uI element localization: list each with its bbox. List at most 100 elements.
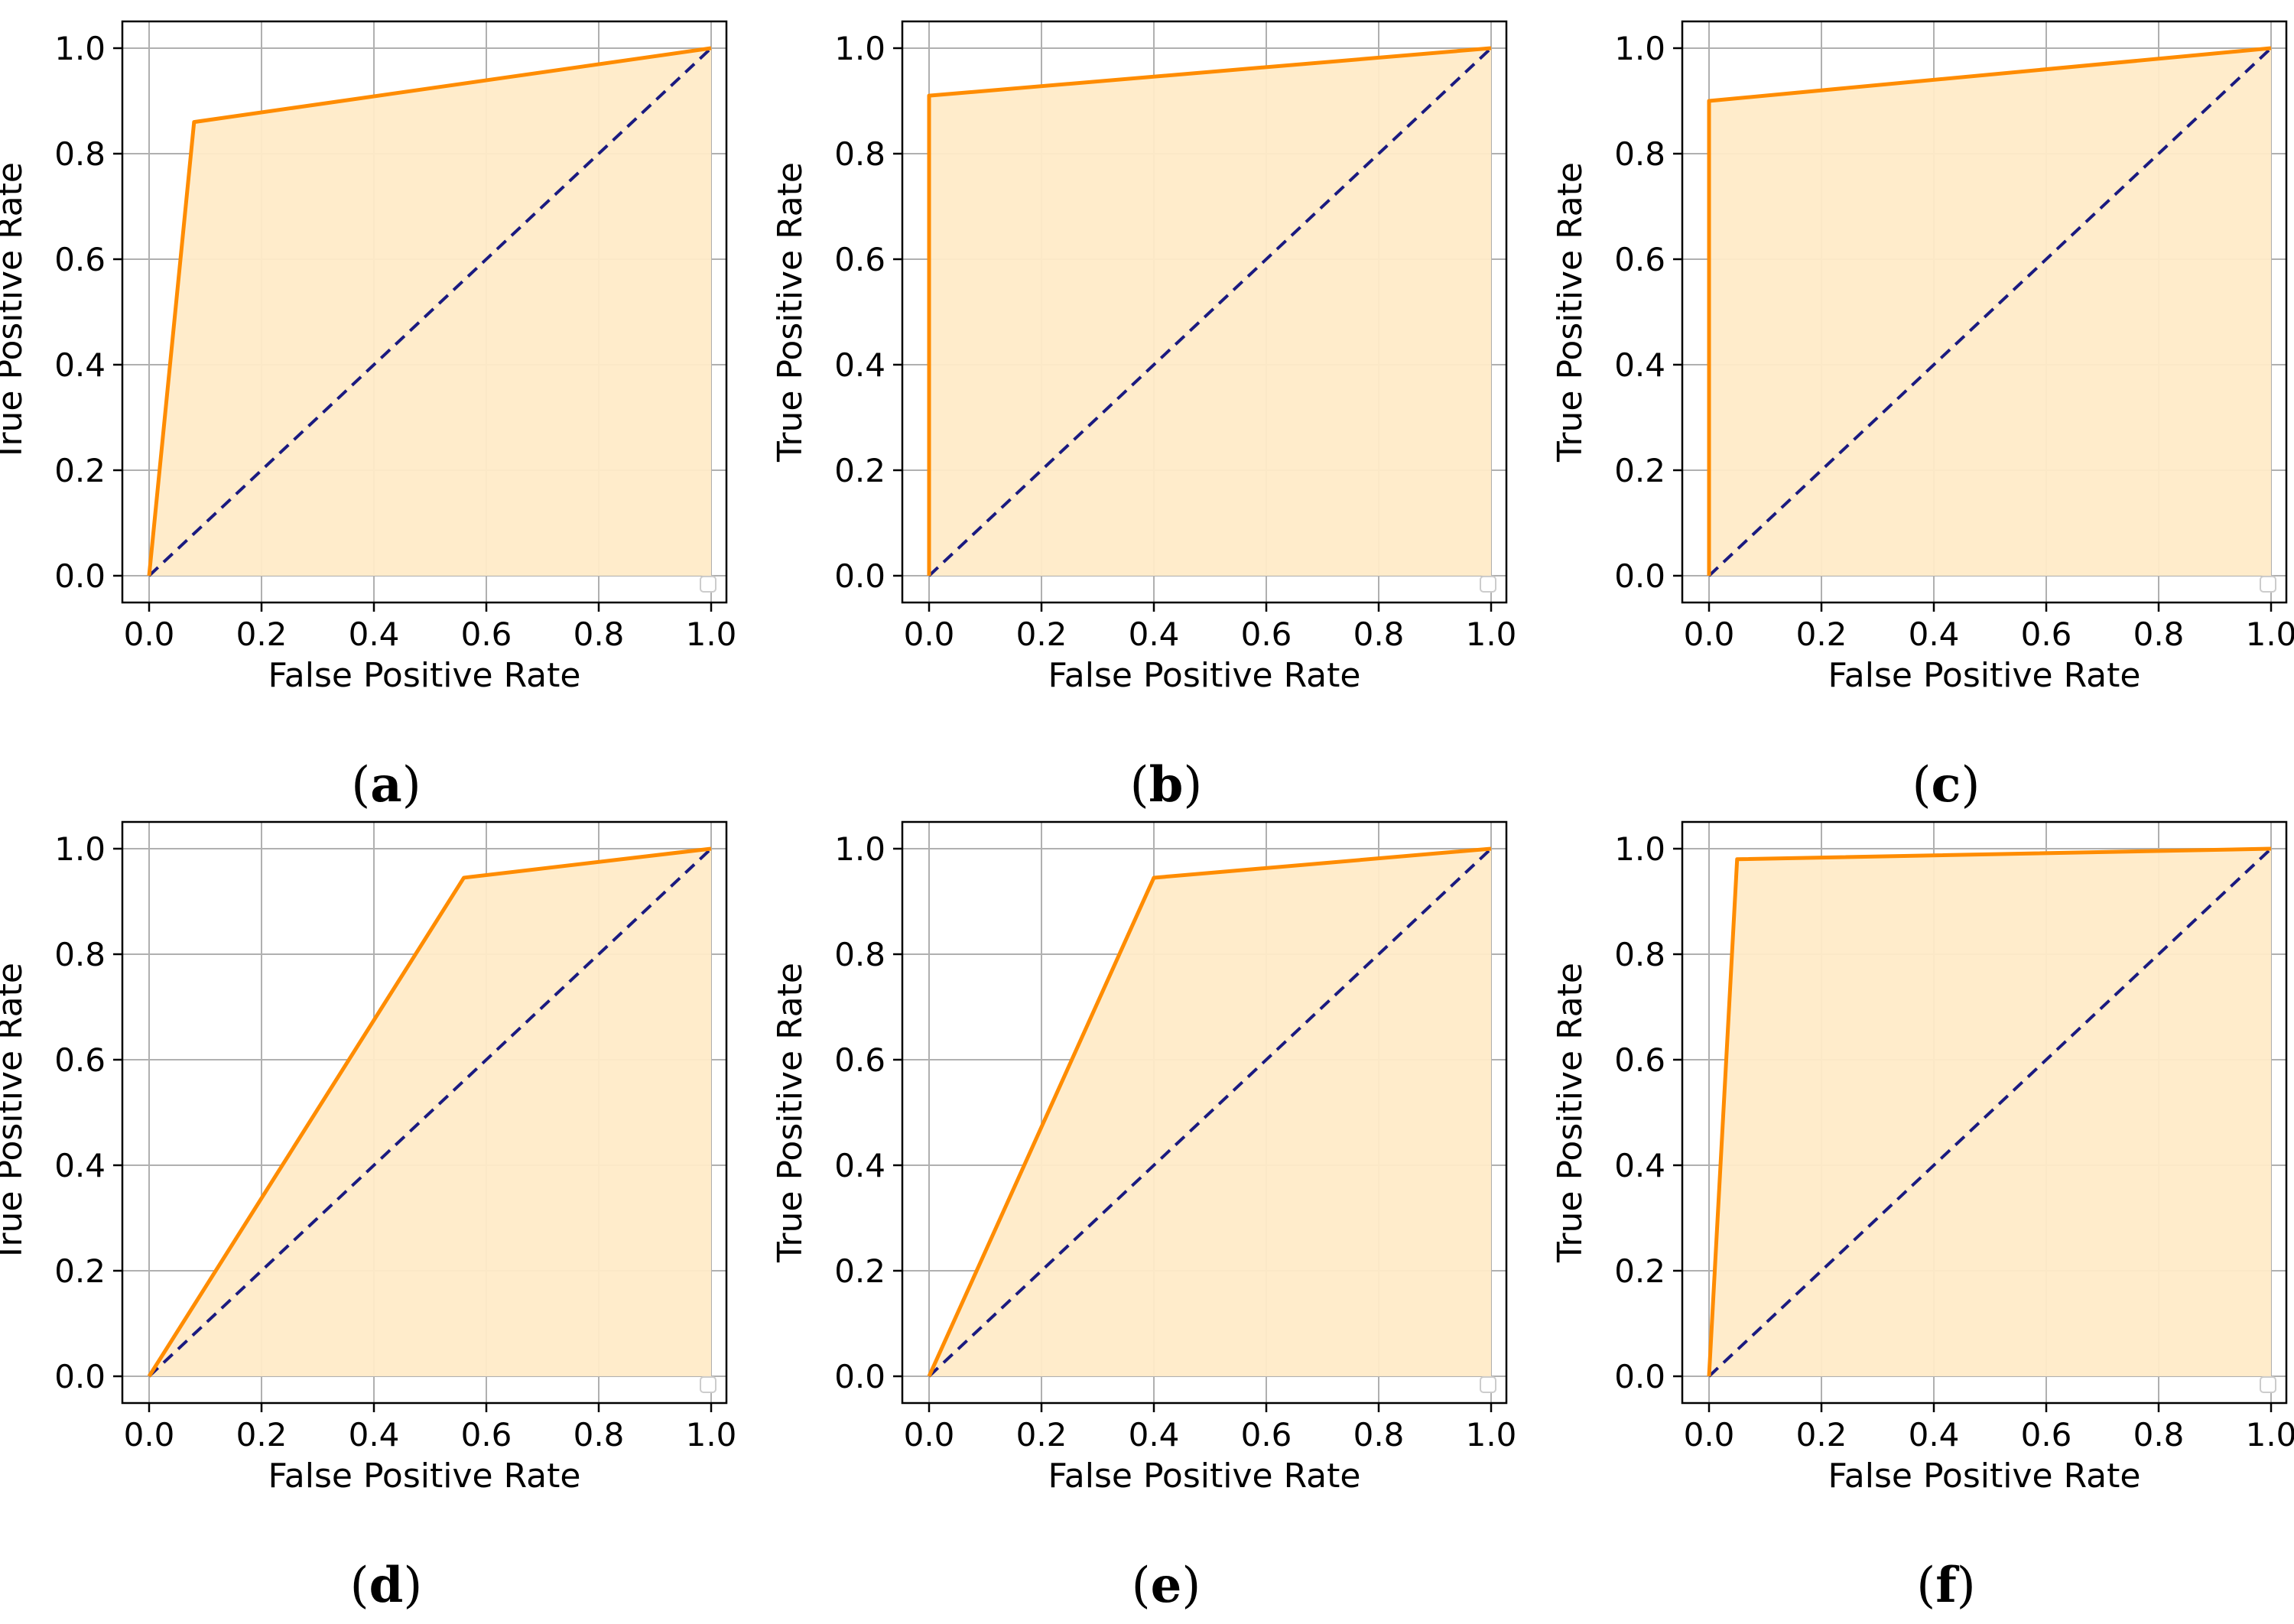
- x-tick-label: 0.6: [2021, 1416, 2072, 1453]
- caption-open-paren: (: [351, 757, 370, 814]
- x-tick-label: 0.2: [1796, 615, 1847, 653]
- roc-curve-line: [1707, 46, 2272, 576]
- x-tick-label: 1.0: [2246, 615, 2294, 653]
- panel-f: 0.0 0.2 0.4 0.6 0.8 1.0 0.0 0.2 0.4 0.6 0.8 1.0 Fals…: [1551, 820, 2294, 1614]
- x-tick-label: 0.0: [124, 615, 175, 653]
- y-tick-label: 0.8: [834, 135, 885, 173]
- y-tick-label: 0.6: [834, 241, 885, 278]
- x-tick-label: 0.2: [236, 615, 288, 653]
- y-tick-label: 1.0: [834, 30, 885, 67]
- chance-diagonal-line: [928, 847, 1493, 1378]
- caption-close-paren: ): [403, 1557, 422, 1614]
- y-axis-label: True Positive Rate: [1551, 162, 1590, 463]
- panel-b: 0.0 0.2 0.4 0.6 0.8 1.0 0.0 0.2 0.4 0.6 0.8 1.0 Fals…: [771, 20, 1517, 814]
- y-tick-label: 0.0: [54, 1358, 106, 1395]
- empty-legend-box: [1480, 1376, 1496, 1393]
- panel-caption: (e): [1132, 1557, 1201, 1614]
- x-tick-label: 0.8: [2133, 615, 2185, 653]
- roc-curve-line: [927, 46, 1492, 576]
- y-tick-label: 0.6: [834, 1041, 885, 1079]
- y-tick-label: 1.0: [1614, 30, 1665, 67]
- axes-frame: [1681, 820, 2288, 1405]
- x-tick-label: 0.6: [461, 1416, 512, 1453]
- y-axis-label: True Positive Rate: [771, 963, 810, 1263]
- x-tick-label: 0.6: [1241, 1416, 1292, 1453]
- panel-a: 0.0 0.2 0.4 0.6 0.8 1.0 0.0 0.2 0.4 0.6 0.8 1.0 Fals…: [0, 20, 737, 814]
- y-tick-label: 0.2: [54, 452, 106, 489]
- roc-curve-line: [1707, 846, 2272, 1377]
- caption-letter: c: [1932, 756, 1961, 814]
- chance-diagonal-line: [1708, 847, 2273, 1378]
- y-tick-label: 0.6: [54, 241, 106, 278]
- panel-caption: (d): [350, 1557, 423, 1614]
- x-tick-label: 0.0: [1684, 1416, 1735, 1453]
- x-tick-label: 0.4: [349, 615, 400, 653]
- caption-letter: a: [370, 756, 401, 814]
- y-tick-label: 0.2: [834, 1252, 885, 1290]
- x-tick-label: 1.0: [686, 615, 737, 653]
- axes-frame: [121, 820, 728, 1405]
- chance-diagonal-line: [148, 847, 713, 1378]
- x-tick-label: 0.8: [574, 615, 625, 653]
- panel-caption: (c): [1912, 756, 1980, 814]
- y-tick-label: 0.2: [1614, 1252, 1665, 1290]
- x-tick-label: 0.8: [1353, 615, 1405, 653]
- y-tick-label: 0.2: [834, 452, 885, 489]
- x-tick-label: 0.4: [1129, 1416, 1180, 1453]
- y-tick-label: 0.4: [1614, 346, 1665, 384]
- chance-diagonal-line: [148, 47, 713, 577]
- y-tick-label: 0.8: [1614, 936, 1665, 973]
- x-tick-label: 0.4: [1909, 1416, 1960, 1453]
- roc-curve-line: [927, 846, 1492, 1378]
- panel-d: 0.0 0.2 0.4 0.6 0.8 1.0 0.0 0.2 0.4 0.6 0.8 1.0 Fals…: [0, 820, 737, 1614]
- y-tick-label: 0.2: [54, 1252, 106, 1290]
- x-tick-label: 1.0: [686, 1416, 737, 1453]
- y-tick-label: 0.0: [834, 1358, 885, 1395]
- empty-legend-box: [2260, 576, 2276, 593]
- panel-caption: (b): [1130, 756, 1203, 814]
- caption-letter: d: [369, 1557, 404, 1614]
- y-tick-label: 0.6: [1614, 241, 1665, 278]
- roc-curve-line: [147, 46, 712, 577]
- x-axis-label: False Positive Rate: [1048, 1457, 1361, 1496]
- y-tick-label: 1.0: [54, 830, 106, 868]
- x-tick-label: 0.4: [1129, 615, 1180, 653]
- y-axis-label: True Positive Rate: [1551, 963, 1590, 1263]
- axes-frame: [121, 20, 728, 604]
- x-tick-label: 0.2: [236, 1416, 288, 1453]
- x-tick-label: 0.4: [1909, 615, 1960, 653]
- caption-open-paren: (: [1130, 757, 1149, 814]
- x-tick-label: 1.0: [1466, 615, 1517, 653]
- x-tick-label: 0.2: [1016, 615, 1067, 653]
- x-tick-label: 0.6: [1241, 615, 1292, 653]
- y-tick-label: 0.2: [1614, 452, 1665, 489]
- y-tick-label: 0.6: [1614, 1041, 1665, 1079]
- x-tick-label: 0.0: [904, 615, 955, 653]
- y-tick-label: 0.8: [1614, 135, 1665, 173]
- y-tick-label: 0.6: [54, 1041, 106, 1079]
- x-tick-label: 1.0: [1466, 1416, 1517, 1453]
- y-tick-label: 0.4: [54, 1147, 106, 1184]
- y-tick-label: 0.0: [54, 557, 106, 595]
- y-tick-label: 0.8: [834, 936, 885, 973]
- caption-close-paren: ): [402, 757, 421, 814]
- roc-curve-line: [147, 846, 712, 1378]
- x-axis-label: False Positive Rate: [1828, 656, 2141, 695]
- x-tick-label: 0.8: [2133, 1416, 2185, 1453]
- x-tick-label: 0.4: [349, 1416, 400, 1453]
- x-tick-label: 1.0: [2246, 1416, 2294, 1453]
- x-axis-label: False Positive Rate: [268, 1457, 581, 1496]
- y-axis-label: True Positive Rate: [0, 162, 30, 463]
- empty-legend-box: [700, 1376, 716, 1393]
- chance-diagonal-line: [1708, 47, 2273, 577]
- axes-frame: [901, 20, 1508, 604]
- caption-letter: e: [1151, 1557, 1182, 1614]
- x-tick-label: 0.0: [124, 1416, 175, 1453]
- x-axis-label: False Positive Rate: [1048, 656, 1361, 695]
- y-tick-label: 0.4: [1614, 1147, 1665, 1184]
- y-tick-label: 0.0: [834, 557, 885, 595]
- y-tick-label: 1.0: [834, 830, 885, 868]
- caption-open-paren: (: [350, 1557, 369, 1614]
- caption-open-paren: (: [1132, 1557, 1151, 1614]
